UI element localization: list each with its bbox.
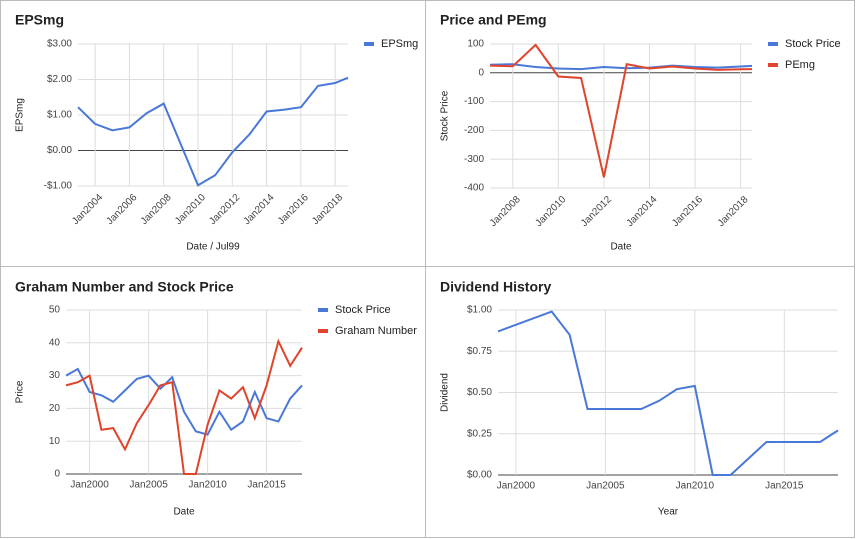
- chart-title: Graham Number and Stock Price: [15, 279, 234, 295]
- y-axis-title: EPSmg: [15, 98, 26, 132]
- x-tick-label: Jan2010: [533, 194, 568, 229]
- x-tick-label: Jan2012: [579, 194, 614, 229]
- x-tick-label: Jan2018: [716, 194, 751, 229]
- y-tick-label: $0.00: [467, 470, 492, 481]
- data-line: [489, 43, 753, 178]
- y-tick-label: 0: [478, 67, 484, 78]
- legend-swatch: [318, 329, 328, 333]
- x-axis-title: Year: [658, 507, 679, 518]
- y-tick-label: 0: [54, 469, 60, 480]
- y-tick-label: $0.00: [47, 145, 72, 156]
- x-tick-label: Jan2010: [173, 192, 208, 227]
- panel-border: [425, 266, 855, 538]
- x-axis-title: Date: [173, 507, 195, 518]
- x-tick-label: Jan2000: [497, 481, 536, 492]
- y-tick-label: -200: [464, 125, 484, 136]
- y-tick-label: 20: [49, 403, 61, 414]
- x-tick-label: Jan2018: [310, 192, 345, 227]
- y-tick-label: -$1.00: [44, 181, 73, 192]
- y-tick-label: $1.00: [47, 110, 72, 121]
- x-tick-label: Jan2016: [670, 194, 705, 229]
- legend-label: Stock Price: [335, 304, 391, 316]
- y-axis-title: Stock Price: [440, 90, 451, 141]
- legend-label: Stock Price: [785, 38, 841, 50]
- x-tick-label: Jan2016: [276, 192, 311, 227]
- x-tick-label: Jan2014: [625, 194, 660, 229]
- legend-label: PEmg: [785, 59, 815, 71]
- data-line: [65, 367, 303, 436]
- chart-title: Dividend History: [440, 279, 551, 295]
- y-tick-label: -400: [464, 183, 484, 194]
- x-tick-label: Jan2000: [70, 480, 109, 491]
- chart-title: EPSmg: [15, 12, 64, 28]
- y-tick-label: $2.00: [47, 74, 72, 85]
- data-line: [489, 63, 753, 71]
- x-tick-label: Jan2014: [242, 192, 277, 227]
- x-tick-label: Jan2006: [105, 192, 140, 227]
- x-tick-label: Jan2015: [765, 481, 804, 492]
- x-axis-title: Date / Jul99: [186, 242, 240, 253]
- y-tick-label: $0.50: [467, 387, 492, 398]
- x-tick-label: Jan2004: [70, 192, 105, 227]
- x-tick-label: Jan2005: [586, 481, 625, 492]
- y-tick-label: $0.25: [467, 428, 492, 439]
- legend-swatch: [768, 42, 778, 46]
- y-tick-label: $1.00: [467, 305, 492, 316]
- legend-swatch: [364, 42, 374, 46]
- legend-label: Graham Number: [335, 325, 417, 337]
- y-tick-label: $0.75: [467, 346, 492, 357]
- legend-swatch: [318, 308, 328, 312]
- x-tick-label: Jan2005: [129, 480, 168, 491]
- data-line: [65, 338, 303, 475]
- y-axis-title: Price: [15, 380, 26, 403]
- x-axis-title: Date: [610, 242, 632, 253]
- legend-label: EPSmg: [381, 38, 418, 50]
- y-tick-label: 40: [49, 337, 61, 348]
- data-line: [497, 310, 839, 476]
- x-tick-label: Jan2008: [488, 194, 523, 229]
- y-tick-label: 100: [467, 39, 484, 50]
- x-tick-label: Jan2015: [247, 480, 286, 491]
- y-tick-label: -300: [464, 154, 484, 165]
- x-tick-label: Jan2012: [207, 192, 242, 227]
- y-tick-label: 50: [49, 305, 61, 316]
- legend-swatch: [768, 63, 778, 67]
- data-line: [77, 76, 349, 187]
- x-tick-label: Jan2008: [139, 192, 174, 227]
- y-tick-label: $3.00: [47, 39, 72, 50]
- chart-title: Price and PEmg: [440, 12, 547, 28]
- y-tick-label: 10: [49, 436, 61, 447]
- x-tick-label: Jan2010: [676, 481, 715, 492]
- x-tick-label: Jan2010: [188, 480, 227, 491]
- y-tick-label: 30: [49, 370, 61, 381]
- y-axis-title: Dividend: [440, 373, 451, 412]
- y-tick-label: -100: [464, 96, 484, 107]
